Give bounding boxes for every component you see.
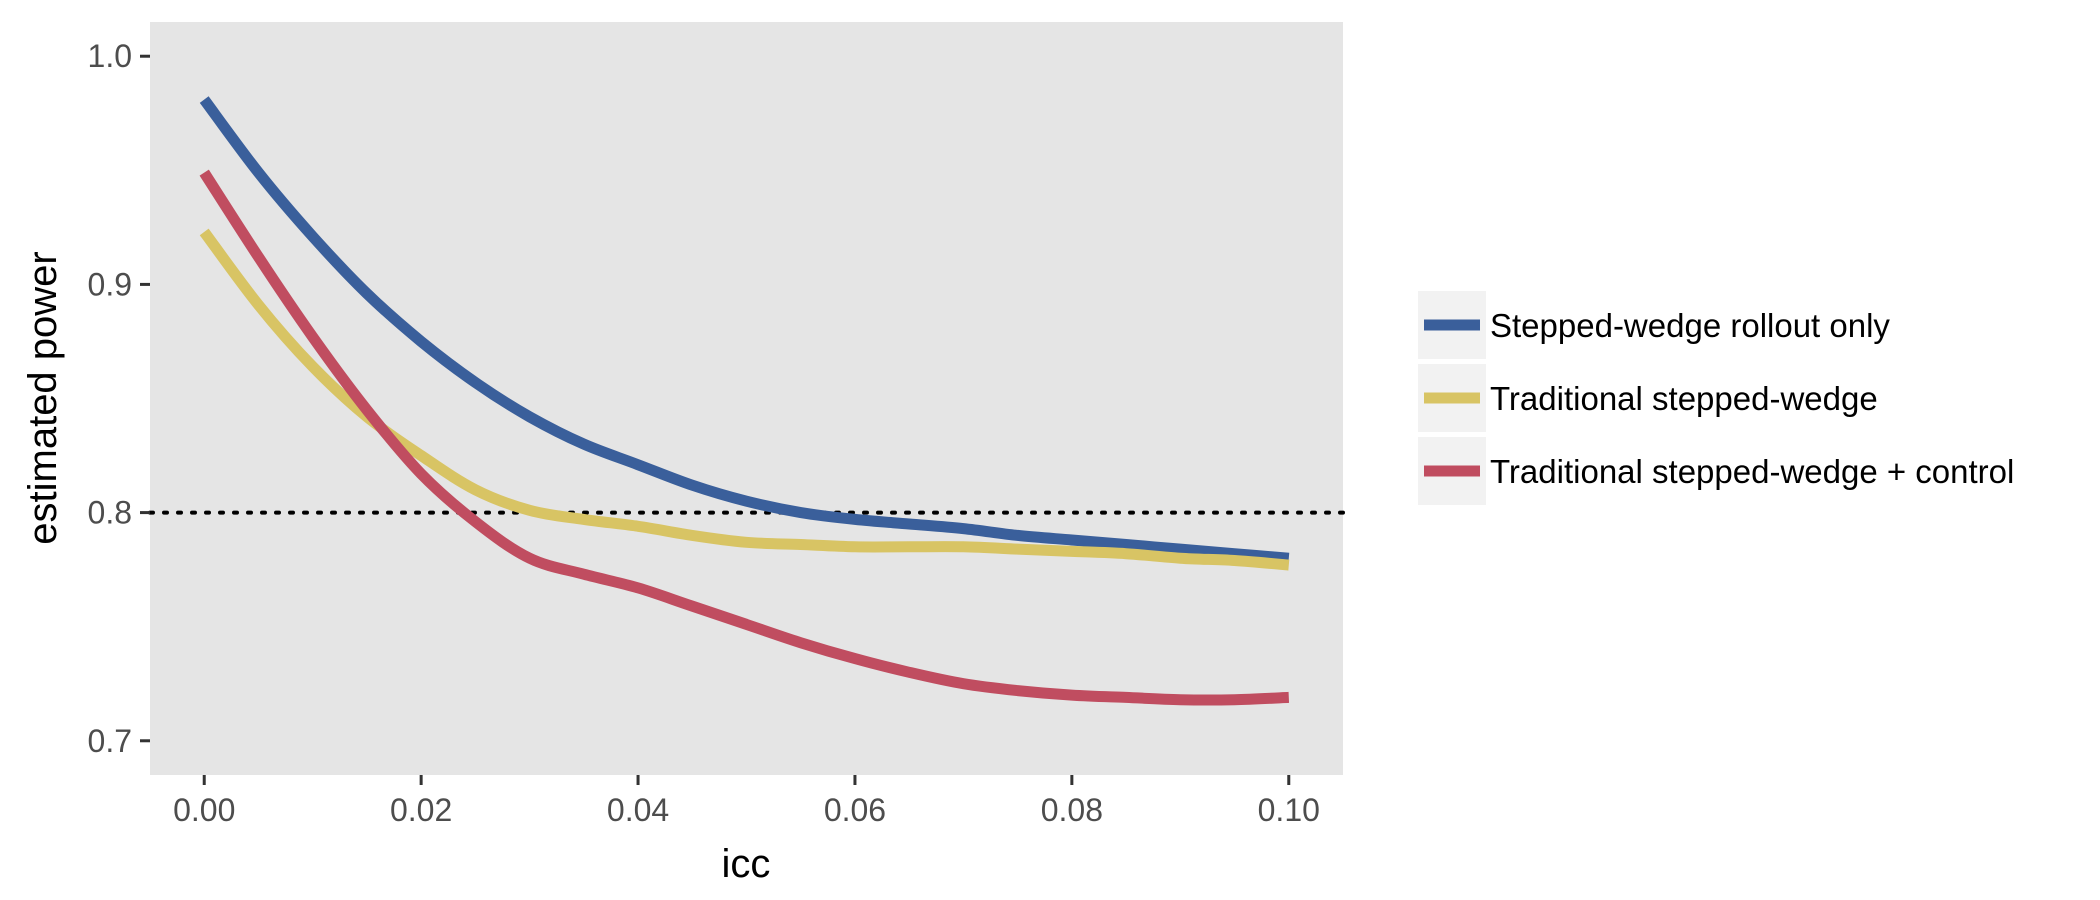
legend: Stepped-wedge rollout only Traditional st… xyxy=(1418,291,2014,505)
x-tick-label: 0.08 xyxy=(1041,792,1103,828)
x-tick-label: 0.04 xyxy=(607,792,669,828)
x-tick-label: 0.02 xyxy=(390,792,452,828)
x-axis-title: icc xyxy=(722,842,771,886)
legend-label-3: Traditional stepped-wedge + control xyxy=(1490,453,2014,490)
series-line-3 xyxy=(199,169,1290,706)
y-tick-label: 0.8 xyxy=(88,495,132,531)
series-layer xyxy=(199,96,1290,706)
y-tick-label: 1.0 xyxy=(88,38,132,74)
legend-label-1: Stepped-wedge rollout only xyxy=(1490,307,1890,344)
y-axis-title: estimated power xyxy=(21,251,65,544)
legend-label-2: Traditional stepped-wedge xyxy=(1490,380,1878,417)
series-line-1 xyxy=(199,96,1290,564)
axes: 0.00 0.02 0.04 0.06 0.08 0.10 0.7 0.8 0.9 1.0 xyxy=(88,38,1320,828)
y-tick-label: 0.9 xyxy=(88,266,132,302)
plot-panel xyxy=(150,22,1343,775)
x-tick-label: 0.00 xyxy=(173,792,235,828)
x-tick-label: 0.06 xyxy=(824,792,886,828)
y-tick-label: 0.7 xyxy=(88,723,132,759)
x-tick-label: 0.10 xyxy=(1258,792,1320,828)
